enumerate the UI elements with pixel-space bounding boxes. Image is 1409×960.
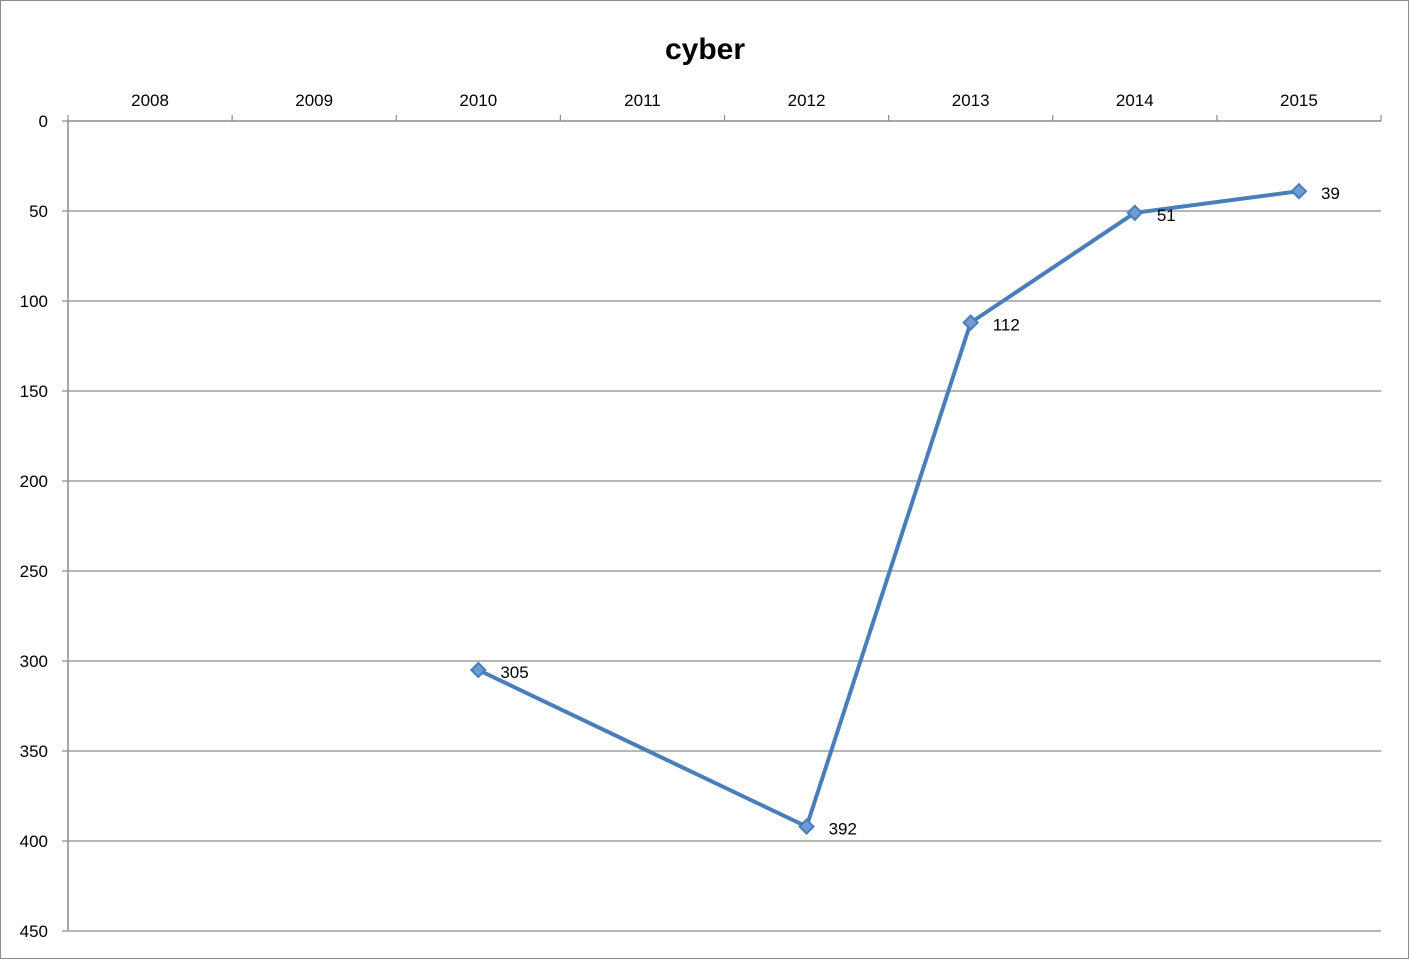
data-label: 51: [1157, 206, 1176, 225]
y-tick-label: 400: [20, 832, 48, 851]
data-point-marker: [798, 818, 815, 836]
data-point-marker: [469, 661, 487, 679]
x-tick-label: 2011: [624, 91, 661, 110]
x-tick-label: 2014: [1116, 91, 1154, 110]
y-tick-label: 50: [29, 202, 48, 221]
data-point-marker: [1126, 204, 1144, 222]
y-tick-label: 250: [20, 562, 48, 581]
data-label: 112: [993, 316, 1020, 335]
x-tick-label: 2010: [459, 91, 497, 110]
x-tick-label: 2012: [788, 91, 826, 110]
x-tick-label: 2008: [131, 91, 169, 110]
x-axis-tick-labels: 2008 2009 2010 2011 2012 2013 2014 2015: [131, 91, 1318, 110]
y-tick-label: 350: [20, 742, 48, 761]
y-tick-label: 0: [39, 112, 48, 131]
x-tick-label: 2013: [952, 91, 990, 110]
axes: [62, 115, 1382, 932]
data-labels: 305 392 112 51 39: [500, 184, 1340, 838]
y-axis-tick-labels: 0 50 100 150 200 250 300 350 400 450: [20, 112, 48, 941]
chart-title: cyber: [665, 33, 745, 66]
data-label: 39: [1321, 184, 1340, 203]
y-tick-label: 150: [20, 382, 48, 401]
series-line: [477, 189, 1300, 829]
y-tick-label: 100: [20, 292, 48, 311]
data-point-marker: [1290, 182, 1308, 200]
y-tick-label: 200: [20, 472, 48, 491]
data-point-marker: [962, 314, 980, 332]
y-tick-label: 300: [20, 652, 48, 671]
series-layer: [469, 182, 1308, 836]
gridlines: [68, 210, 1381, 932]
x-tick-label: 2009: [295, 91, 333, 110]
data-label: 392: [829, 820, 857, 839]
y-tick-label: 450: [20, 922, 48, 941]
data-label: 305: [500, 663, 528, 682]
x-tick-label: 2015: [1280, 91, 1318, 110]
